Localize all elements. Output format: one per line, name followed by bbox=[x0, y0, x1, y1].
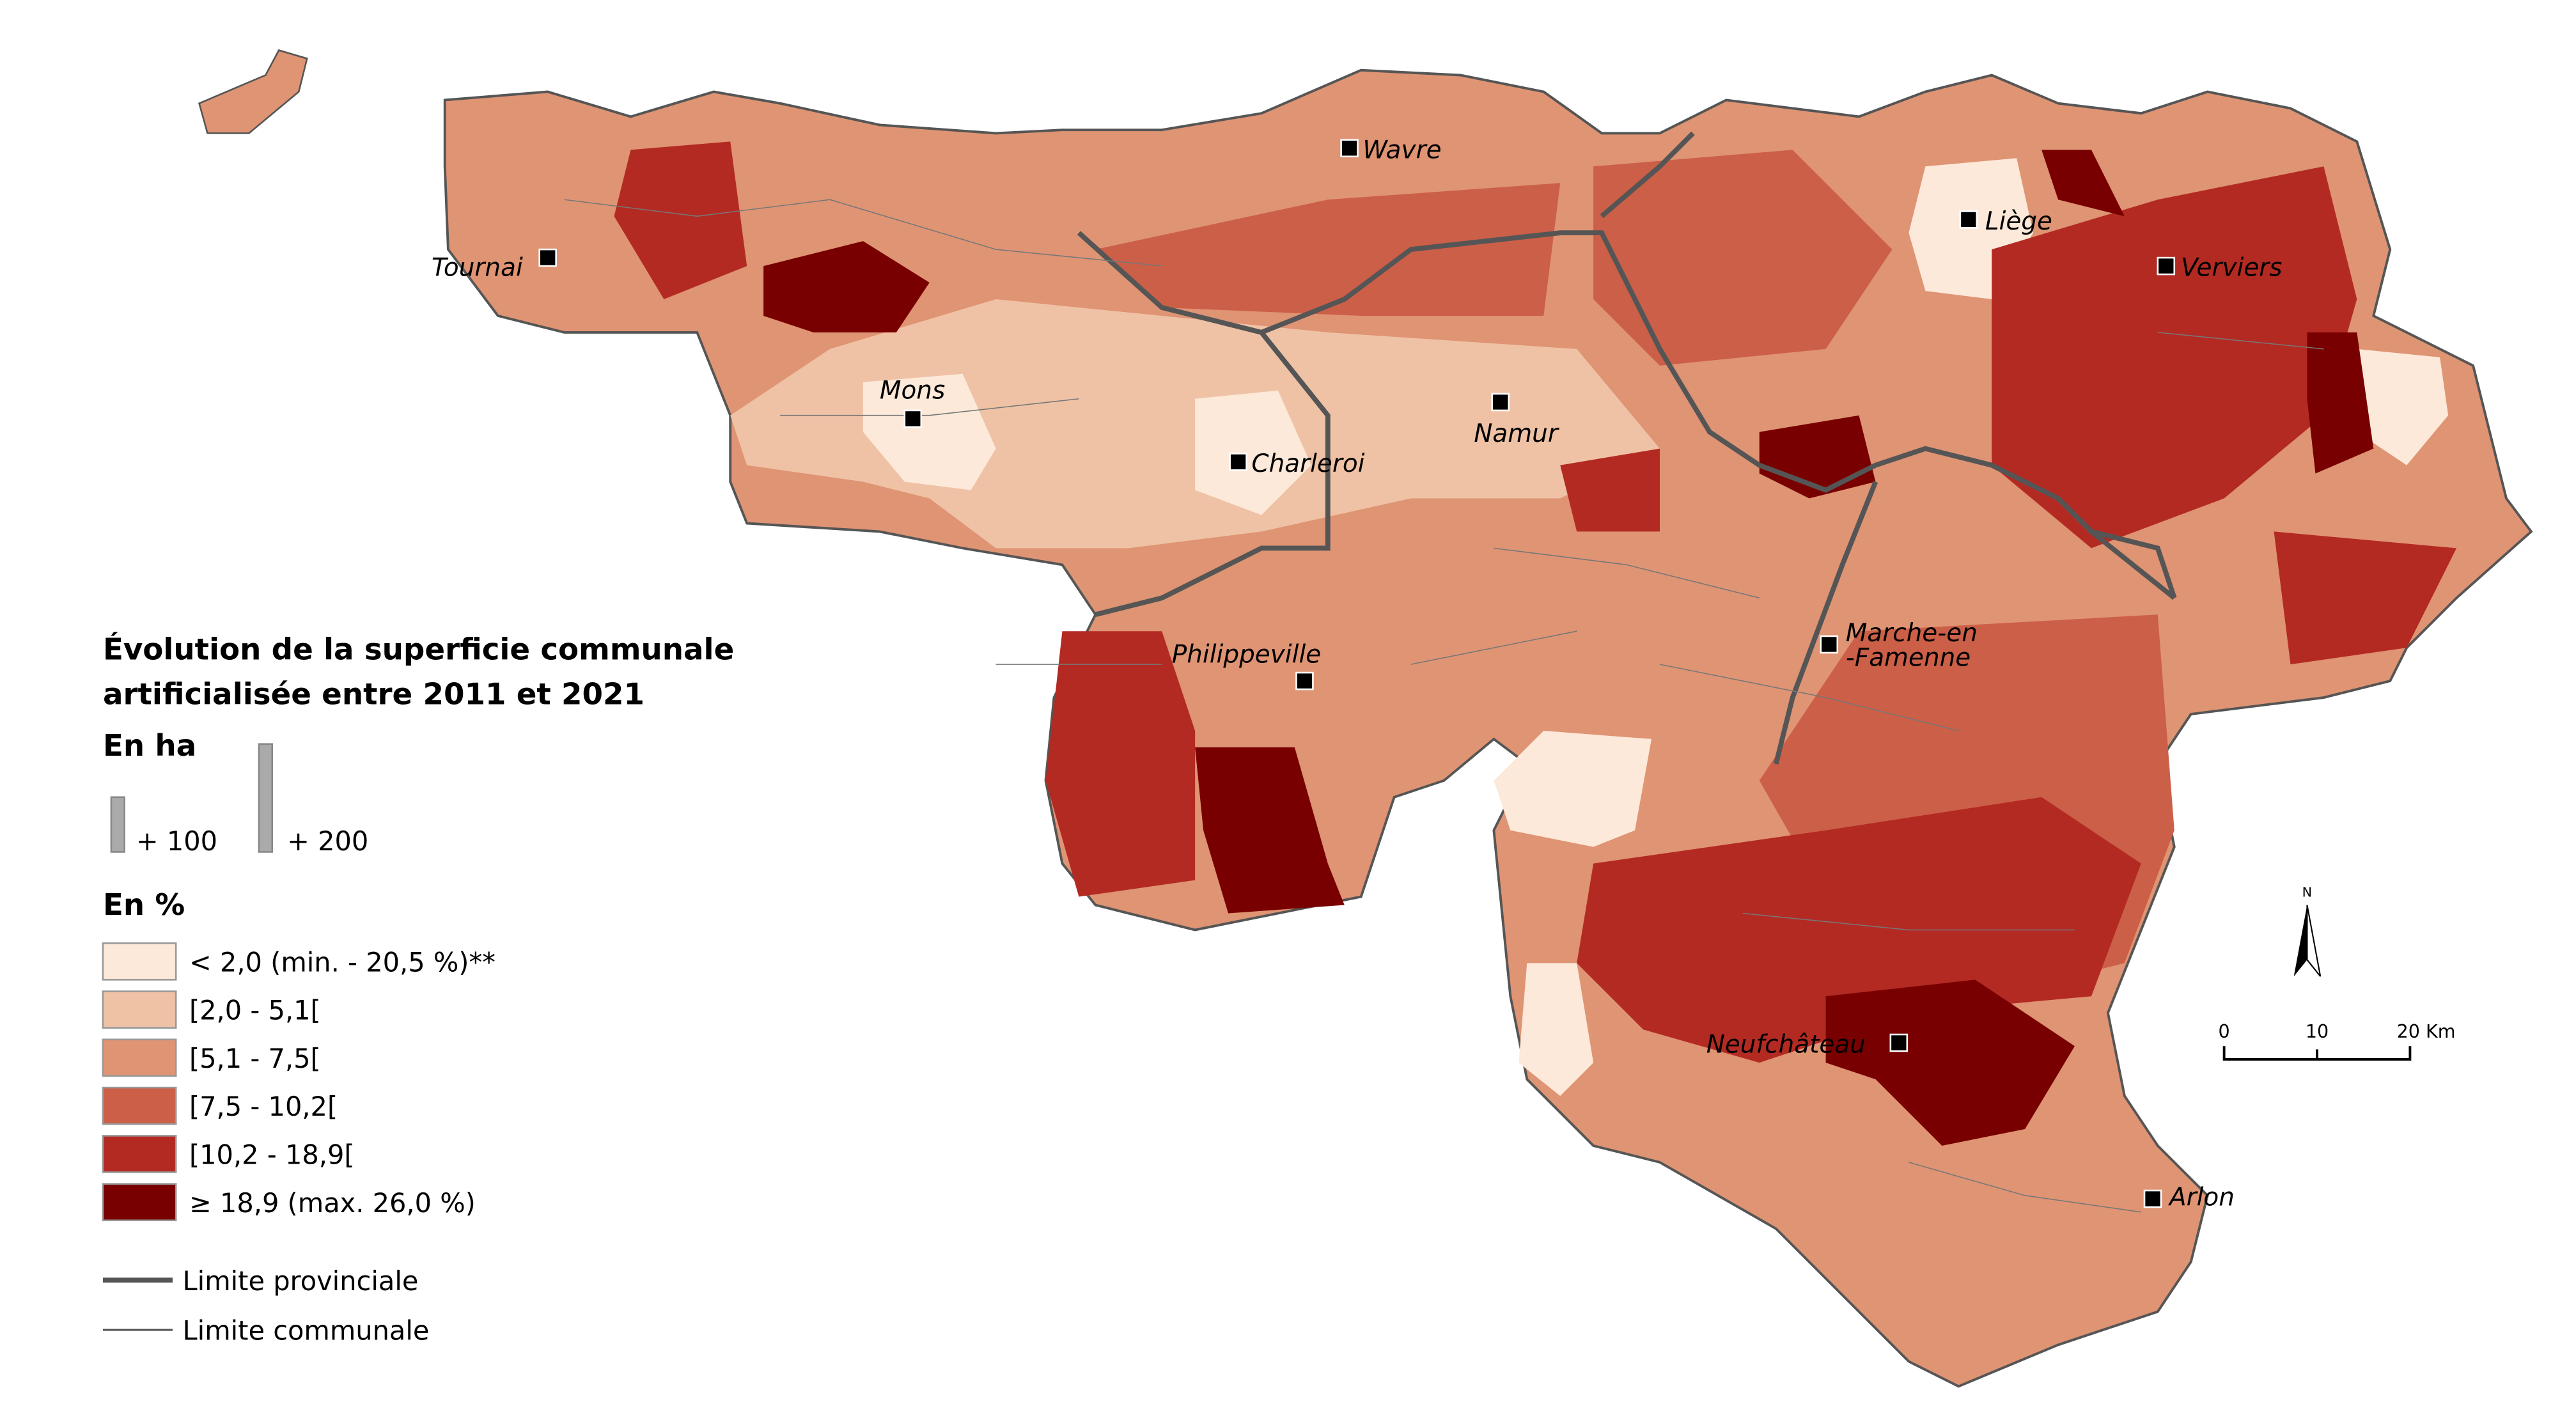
legend-label: [10,2 - 18,9[ bbox=[189, 1139, 355, 1171]
legend-bar-label: + 100 bbox=[136, 825, 217, 857]
city-marker bbox=[1491, 393, 1510, 412]
legend-label: Limite communale bbox=[183, 1315, 430, 1346]
city-label: Tournai bbox=[432, 254, 523, 283]
zone bbox=[863, 158, 2449, 1096]
city-marker bbox=[1295, 671, 1314, 690]
legend-swatch bbox=[102, 942, 177, 981]
scale-line bbox=[2222, 1046, 2412, 1061]
zone bbox=[1095, 150, 2174, 997]
cities: Tournai Mons Charleroi Wavre Namur Liège Vervi… bbox=[432, 136, 2283, 1212]
city-label: Arlon bbox=[2167, 1183, 2235, 1212]
north-label: N bbox=[2302, 885, 2313, 900]
city-label: Wavre bbox=[1362, 136, 1441, 164]
legend-swatch bbox=[102, 1038, 177, 1077]
city-marker bbox=[1340, 139, 1359, 158]
city-marker bbox=[2157, 256, 2176, 276]
city-label: Verviers bbox=[2181, 254, 2282, 283]
city-label: Liège bbox=[1985, 207, 2052, 236]
zone bbox=[614, 141, 2457, 1063]
scale-label: 0 bbox=[2219, 1020, 2230, 1042]
legend-swatch bbox=[102, 1135, 177, 1173]
city-marker bbox=[2143, 1189, 2162, 1208]
city-marker bbox=[1889, 1033, 1909, 1052]
legend-bar bbox=[110, 796, 125, 853]
scale-label: 10 bbox=[2306, 1020, 2329, 1042]
city-label: Namur bbox=[1474, 419, 1560, 448]
legend-title: Évolution de la superficie communale bbox=[103, 632, 734, 667]
legend-label: [7,5 - 10,2[ bbox=[189, 1091, 338, 1122]
city-marker bbox=[903, 409, 923, 428]
scale-label: 20 Km bbox=[2397, 1020, 2456, 1042]
map bbox=[198, 49, 2533, 1388]
north-arrow bbox=[2306, 905, 2322, 977]
city-label: Mons bbox=[880, 377, 945, 405]
legend-heading: En % bbox=[103, 888, 185, 923]
city-marker bbox=[1820, 635, 1839, 654]
legend-heading: En ha bbox=[103, 729, 196, 763]
city-label: Neufchâteau bbox=[1706, 1031, 1866, 1059]
scale-bar: N 0 10 20 Km bbox=[2219, 885, 2456, 1061]
city-label: Charleroi bbox=[1251, 449, 1364, 478]
legend-label: < 2,0 (min. - 20,5 %)** bbox=[189, 946, 496, 978]
legend-label: [5,1 - 7,5[ bbox=[189, 1043, 321, 1074]
legend-swatch bbox=[102, 990, 177, 1029]
legend-label: [2,0 - 5,1[ bbox=[189, 995, 321, 1026]
legend-bar-label: + 200 bbox=[287, 825, 368, 857]
province-boundary bbox=[1077, 131, 2177, 765]
city-marker bbox=[1959, 210, 1978, 229]
enclave bbox=[198, 49, 308, 134]
city-marker bbox=[538, 248, 557, 267]
city-label: Marche-en -Famenne bbox=[1846, 619, 1978, 673]
north-arrow bbox=[2293, 905, 2307, 977]
legend-label: ≥ 18,9 (max. 26,0 %) bbox=[189, 1187, 476, 1219]
city-marker bbox=[1229, 453, 1247, 471]
legend: Évolution de la superficie communale arti… bbox=[102, 632, 734, 1346]
legend-title: artificialisée entre 2011 et 2021 bbox=[103, 677, 644, 712]
legend-label: Limite provinciale bbox=[183, 1265, 419, 1297]
legend-bar bbox=[258, 743, 274, 853]
city-label: Philippeville bbox=[1172, 641, 1321, 669]
legend-swatch bbox=[102, 1183, 177, 1222]
commune-boundary bbox=[564, 199, 2324, 1213]
legend-swatch bbox=[102, 1086, 177, 1125]
